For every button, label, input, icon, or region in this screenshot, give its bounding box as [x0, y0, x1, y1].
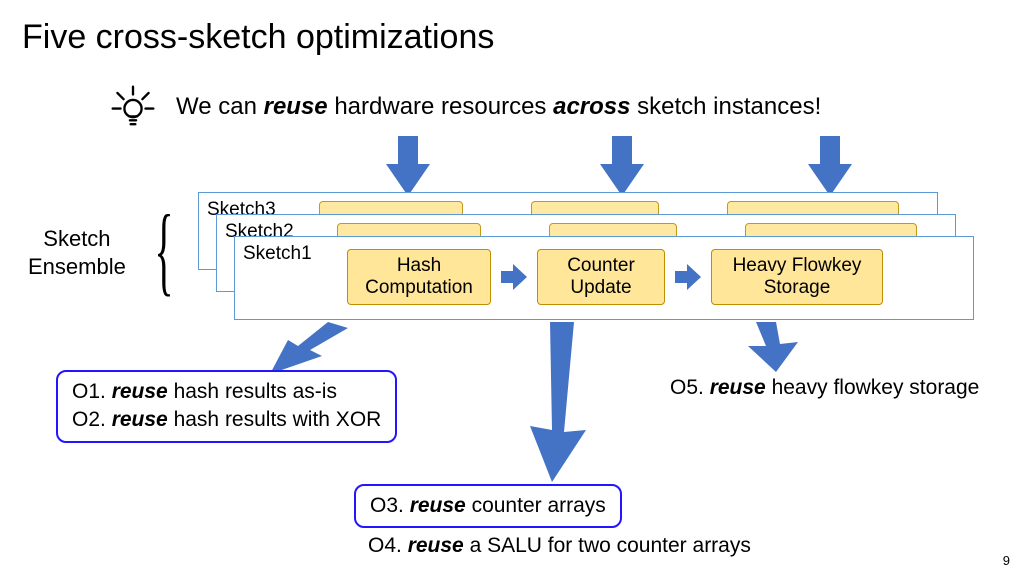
opt-text-o4: O4. reuse a SALU for two counter arrays [354, 528, 765, 560]
idea-row: We can reuse hardware resources across s… [108, 82, 821, 132]
opt-text-o5: O5. reuse heavy flowkey storage [670, 374, 979, 402]
page-number: 9 [1003, 553, 1010, 568]
lightbulb-icon [108, 82, 158, 132]
heavy-block: Heavy Flowkey Storage [711, 249, 883, 305]
arrow-down-icon [386, 136, 430, 196]
arrow-down-icon [808, 136, 852, 196]
card-label: Sketch1 [243, 243, 312, 265]
hash-block: Hash Computation [347, 249, 491, 305]
idea-text: We can reuse hardware resources across s… [176, 93, 821, 121]
brace-icon: { [154, 192, 173, 307]
opt-box-o3: O3. reuse counter arrays [354, 484, 622, 528]
ensemble-label: SketchEnsemble [28, 225, 126, 280]
counter-block: Counter Update [537, 249, 665, 305]
arrow-down-icon [600, 136, 644, 196]
arrow-diag-icon [742, 322, 802, 372]
sketch-stack: Sketch3 Sketch2 Sketch1 Hash Computation… [198, 192, 950, 320]
slide-title: Five cross-sketch optimizations [22, 18, 494, 57]
arrow-right-icon [675, 264, 701, 290]
opt-box-o1-o2: O1. reuse hash results as-is O2. reuse h… [56, 370, 397, 443]
arrow-diag-icon [270, 322, 360, 374]
arrow-right-icon [501, 264, 527, 290]
sketch-card-1: Sketch1 Hash Computation Counter Update … [234, 236, 974, 320]
opt-group-o3-o4: O3. reuse counter arrays O4. reuse a SAL… [354, 484, 765, 561]
arrow-down-long-icon [530, 322, 590, 482]
